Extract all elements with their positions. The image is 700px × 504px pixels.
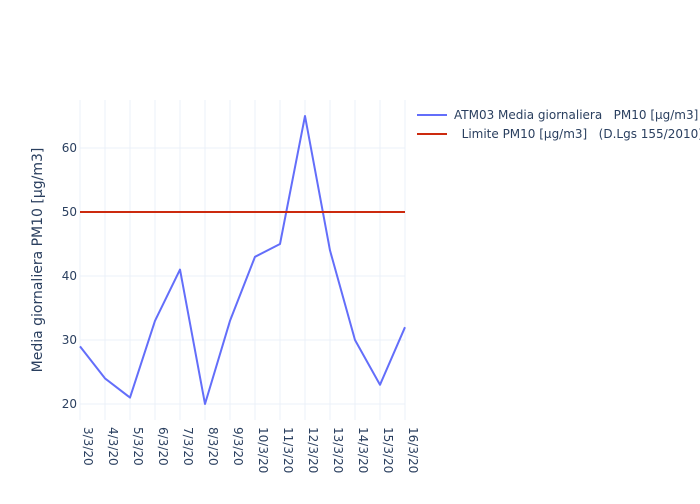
x-tick-label: 13/3/20 xyxy=(331,427,345,473)
y-tick-label: 50 xyxy=(62,205,77,219)
x-tick-label: 9/3/20 xyxy=(231,427,245,466)
legend-label: Limite PM10 [µg/m3] (D.Lgs 155/2010) xyxy=(454,127,700,141)
x-tick-label: 4/3/20 xyxy=(106,427,120,466)
x-tick-label: 12/3/20 xyxy=(306,427,320,473)
legend[interactable]: ATM03 Media giornaliera PM10 [µg/m3] Lim… xyxy=(417,108,700,141)
x-tick-label: 14/3/20 xyxy=(356,427,370,473)
x-tick-label: 15/3/20 xyxy=(381,427,395,473)
y-axis-title: Media giornaliera PM10 [µg/m3] xyxy=(30,148,46,373)
x-tick-label: 10/3/20 xyxy=(256,427,270,473)
x-tick-label: 11/3/20 xyxy=(281,427,295,473)
x-tick-label: 7/3/20 xyxy=(181,427,195,466)
y-tick-label: 20 xyxy=(62,397,77,411)
y-tick-label: 30 xyxy=(62,333,77,347)
x-axis-ticks: 3/3/20 4/3/20 5/3/20 6/3/20 7/3/20 8/3/20 9/3/… xyxy=(81,427,420,473)
series-group xyxy=(79,115,406,405)
y-axis-ticks: 20 30 40 50 60 xyxy=(62,141,77,411)
x-tick-label: 6/3/20 xyxy=(156,427,170,466)
grid xyxy=(79,100,406,420)
x-tick-label: 16/3/20 xyxy=(406,427,420,473)
legend-label: ATM03 Media giornaliera PM10 [µg/m3] xyxy=(454,108,698,122)
y-tick-label: 60 xyxy=(62,141,77,155)
series-line-0 xyxy=(79,115,406,405)
x-tick-label: 3/3/20 xyxy=(81,427,95,466)
y-tick-label: 40 xyxy=(62,269,77,283)
x-tick-label: 8/3/20 xyxy=(206,427,220,466)
x-tick-label: 5/3/20 xyxy=(131,427,145,466)
